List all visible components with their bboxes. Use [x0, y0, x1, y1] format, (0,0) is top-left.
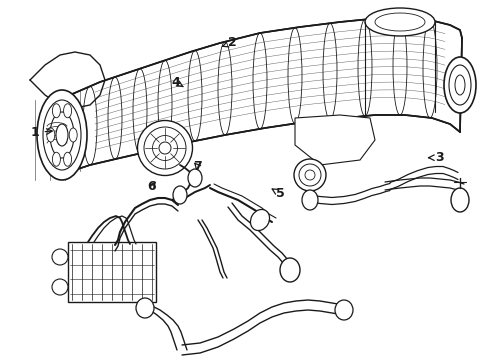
Ellipse shape — [47, 128, 55, 142]
Ellipse shape — [52, 279, 68, 295]
Ellipse shape — [52, 152, 60, 166]
Ellipse shape — [188, 169, 202, 187]
Ellipse shape — [305, 170, 315, 180]
Text: 3: 3 — [429, 151, 444, 164]
Ellipse shape — [52, 104, 60, 118]
Ellipse shape — [302, 190, 318, 210]
Ellipse shape — [136, 298, 154, 318]
Ellipse shape — [52, 249, 68, 265]
Ellipse shape — [56, 124, 68, 146]
Text: 4: 4 — [171, 76, 183, 89]
Ellipse shape — [335, 300, 353, 320]
Text: 5: 5 — [272, 187, 285, 200]
Text: 6: 6 — [147, 180, 156, 193]
Ellipse shape — [280, 258, 300, 282]
Ellipse shape — [455, 75, 465, 95]
Ellipse shape — [138, 121, 193, 176]
Ellipse shape — [294, 159, 326, 191]
Text: 2: 2 — [222, 36, 237, 49]
Ellipse shape — [69, 128, 77, 142]
Polygon shape — [60, 18, 462, 175]
Ellipse shape — [250, 210, 270, 230]
Ellipse shape — [64, 152, 72, 166]
Bar — [68, 242, 156, 302]
Text: 1: 1 — [31, 126, 52, 139]
Ellipse shape — [64, 104, 72, 118]
Ellipse shape — [37, 90, 87, 180]
Ellipse shape — [173, 186, 187, 204]
Text: 7: 7 — [193, 160, 202, 173]
Ellipse shape — [451, 188, 469, 212]
Ellipse shape — [365, 8, 435, 36]
Ellipse shape — [159, 142, 171, 154]
Ellipse shape — [444, 57, 476, 113]
Polygon shape — [295, 115, 375, 165]
